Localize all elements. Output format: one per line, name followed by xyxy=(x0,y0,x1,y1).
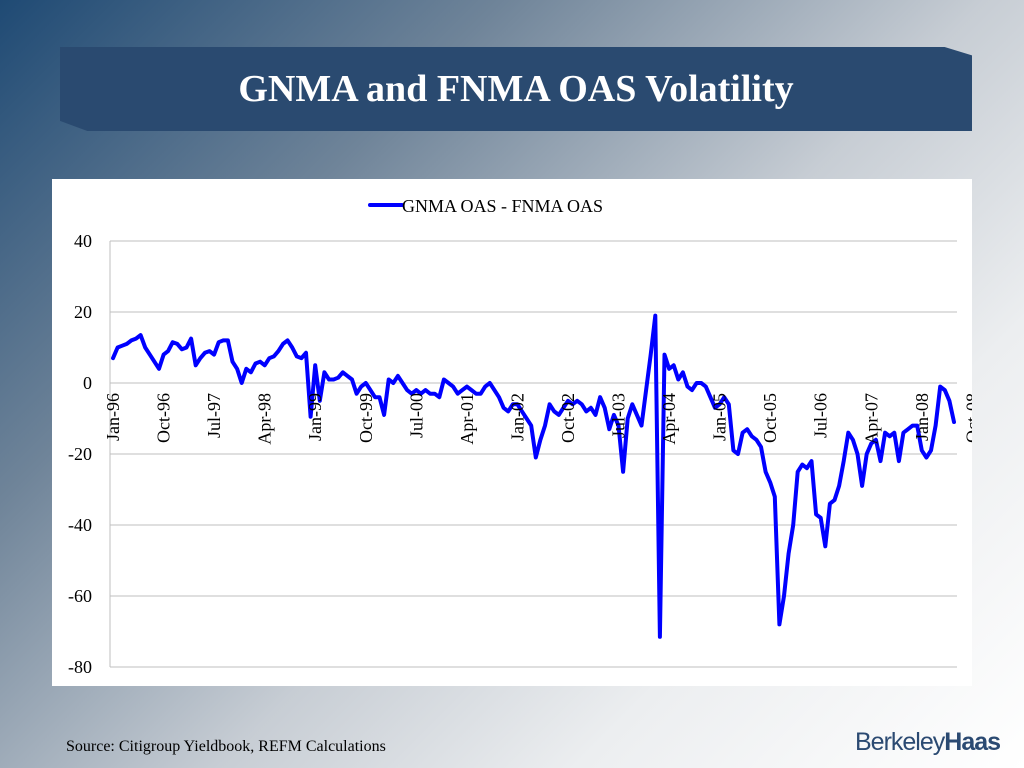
oas-line-chart: 40 20 0 -20 -40 -60 -80 Jan-96 Oct-96 Jul-97 Apr-… xyxy=(68,196,972,677)
x-tick-label: Oct-08 xyxy=(962,393,972,443)
chart-panel: 40 20 0 -20 -40 -60 -80 Jan-96 Oct-96 Jul-97 Apr-… xyxy=(52,179,972,686)
x-tick-label: Jan-96 xyxy=(103,393,123,441)
title-banner: GNMA and FNMA OAS Volatility xyxy=(60,47,972,131)
x-tick-label: Jan-02 xyxy=(507,393,527,441)
series-line-gnma-fnma xyxy=(111,313,956,639)
y-tick-label: -20 xyxy=(68,444,92,464)
x-tick-label: Oct-05 xyxy=(760,393,780,443)
x-tick-label: Apr-98 xyxy=(255,393,275,445)
y-tick-label: -40 xyxy=(68,515,92,535)
series-layer xyxy=(111,313,956,639)
logo-text-berkeley: Berkeley xyxy=(855,728,945,756)
source-note: Source: Citigroup Yieldbook, REFM Calcul… xyxy=(66,738,386,755)
x-tick-label: Jul-00 xyxy=(406,393,426,438)
y-tick-label: 0 xyxy=(83,373,92,393)
x-tick-label: Jul-03 xyxy=(609,393,629,438)
y-tick-label: 40 xyxy=(74,231,92,251)
x-tick-label: Apr-04 xyxy=(659,393,679,445)
slide-title: GNMA and FNMA OAS Volatility xyxy=(238,68,794,110)
x-tick-label: Apr-01 xyxy=(457,393,477,445)
y-tick-label: 20 xyxy=(74,302,92,322)
x-tick-label: Jan-05 xyxy=(710,393,730,441)
x-tick-label: Jan-08 xyxy=(912,393,932,441)
x-tick-label: Oct-99 xyxy=(356,393,376,443)
x-tick-label: Jan-99 xyxy=(305,393,325,441)
y-axis-ticks: 40 20 0 -20 -40 -60 -80 xyxy=(68,231,92,677)
x-tick-label: Apr-07 xyxy=(861,393,881,445)
x-tick-label: Jul-06 xyxy=(811,393,831,438)
x-tick-label: Jul-97 xyxy=(204,393,224,438)
berkeley-haas-logo: Berkeley Haas xyxy=(855,728,1001,757)
y-tick-label: -60 xyxy=(68,586,92,606)
x-tick-label: Oct-96 xyxy=(154,393,174,443)
x-tick-label: Oct-02 xyxy=(558,393,578,443)
grid-lines xyxy=(109,240,957,668)
y-tick-label: -80 xyxy=(68,657,92,677)
x-axis-ticks: Jan-96 Oct-96 Jul-97 Apr-98 Jan-99 Oct-99 Jul-… xyxy=(103,393,972,445)
legend: GNMA OAS - FNMA OAS xyxy=(368,196,603,216)
legend-label: GNMA OAS - FNMA OAS xyxy=(402,196,603,216)
logo-text-haas: Haas xyxy=(944,728,1001,756)
